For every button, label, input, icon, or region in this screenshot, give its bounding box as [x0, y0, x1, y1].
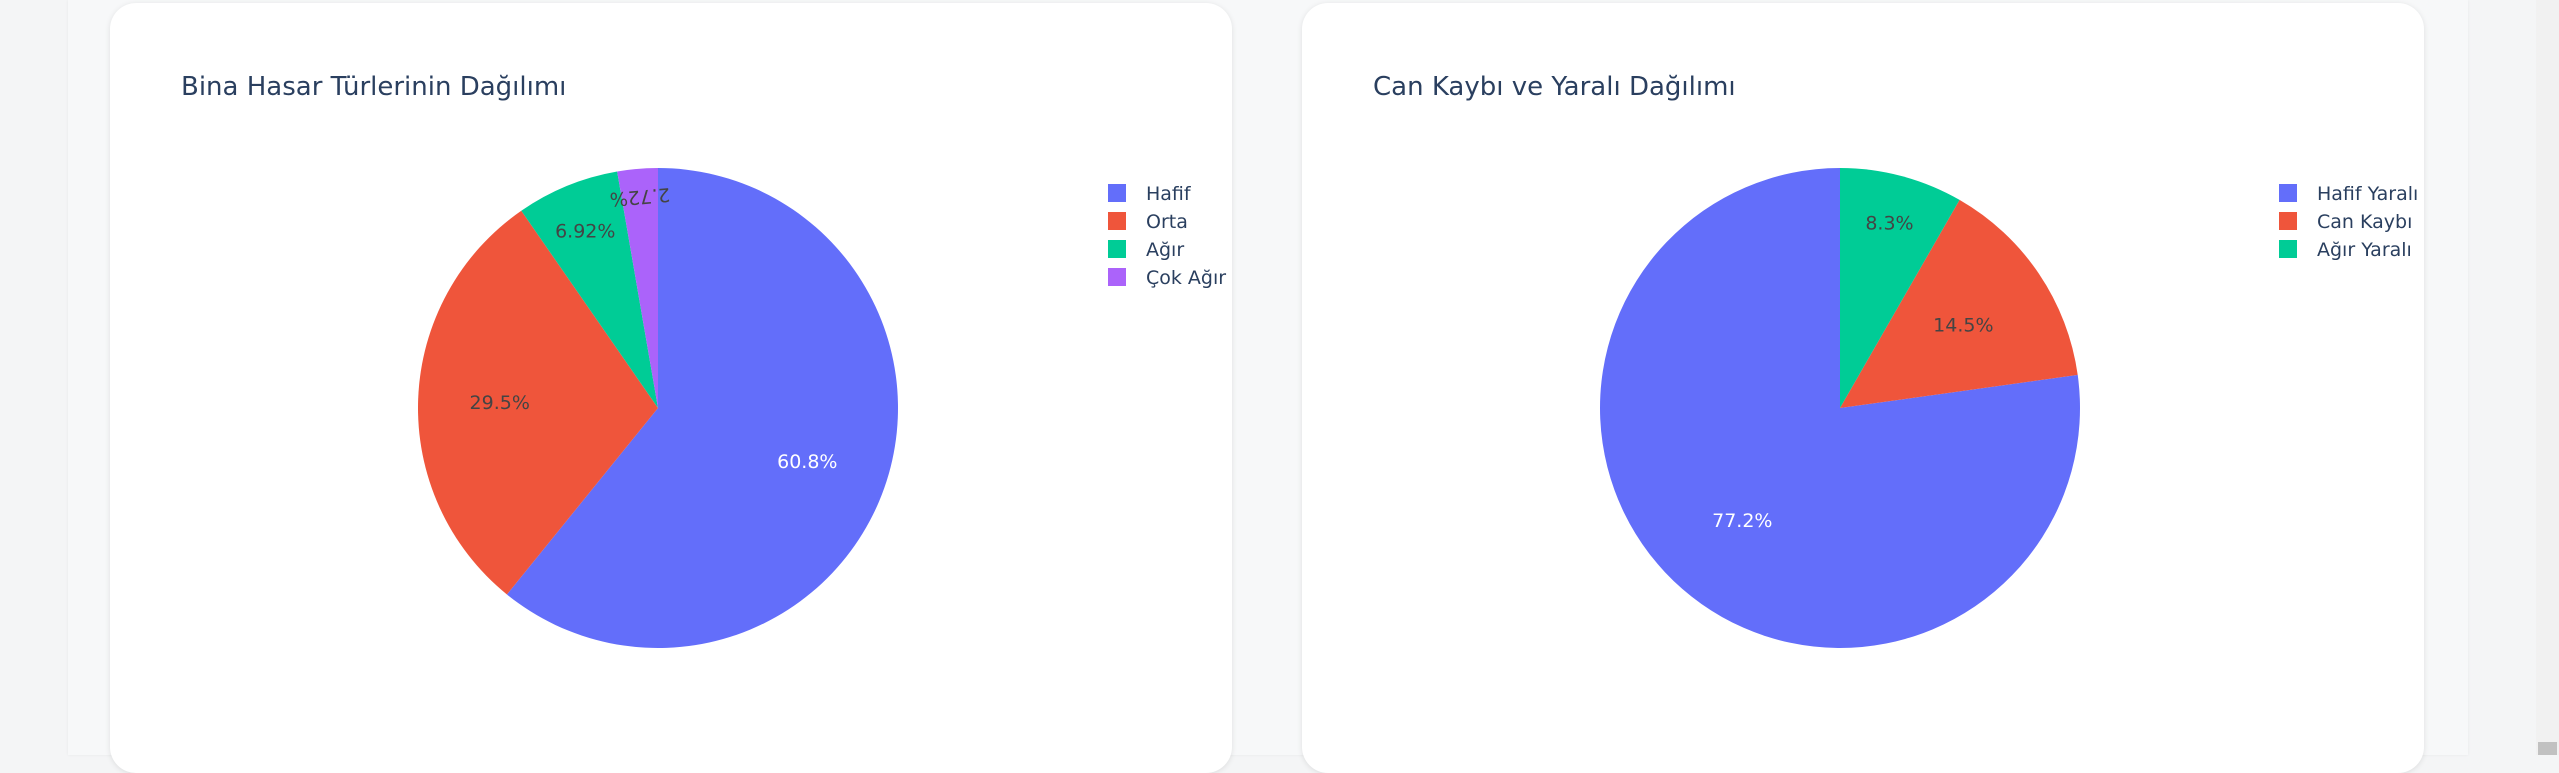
legend-swatch: [1108, 240, 1126, 258]
legend-swatch: [2279, 212, 2297, 230]
casualties-pie-chart: Can Kaybı ve Yaralı Dağılımı 77.2% 14.5% 8…: [1373, 72, 2418, 648]
pie-value-label: 77.2%: [1712, 510, 1772, 532]
chart-title: Bina Hasar Türlerinin Dağılımı: [181, 72, 566, 102]
chart-card-building-damage: Bina Hasar Türlerinin Dağılımı 60.8% 29.5…: [110, 3, 1232, 773]
pie-value-label: 2.72%: [609, 183, 671, 210]
legend-swatch: [2279, 184, 2297, 202]
chart-legend: Hafif Yaralı Can Kaybı Ağır Yaralı: [2279, 183, 2418, 261]
legend-swatch: [1108, 268, 1126, 286]
legend-swatch: [1108, 184, 1126, 202]
pie-labels: 60.8% 29.5% 6.92% 2.72%: [470, 183, 838, 473]
pie-slice-agir-yarali[interactable]: [1840, 168, 1960, 408]
pie-slice-hafif[interactable]: [506, 168, 898, 648]
legend-label: Ağır Yaralı: [2317, 239, 2412, 261]
legend-label: Hafif Yaralı: [2317, 183, 2418, 205]
legend-label: Çok Ağır: [1146, 267, 1226, 289]
pie-value-label: 14.5%: [1933, 315, 1993, 337]
pie-slices: [417, 168, 898, 648]
legend-label: Can Kaybı: [2317, 211, 2412, 233]
legend-label: Hafif: [1146, 183, 1192, 205]
legend-swatch: [2279, 240, 2297, 258]
legend-item-agir-yarali[interactable]: Ağır Yaralı: [2279, 239, 2412, 261]
legend-item-orta[interactable]: Orta: [1108, 211, 1188, 233]
legend-swatch: [1108, 212, 1126, 230]
legend-item-agir[interactable]: Ağır: [1108, 239, 1184, 261]
pie-slice-agir[interactable]: [521, 171, 658, 408]
pie-slice-cok-agir[interactable]: [617, 168, 658, 408]
chart-title: Can Kaybı ve Yaralı Dağılımı: [1373, 72, 1736, 102]
pie-slices: [1600, 168, 2080, 648]
legend-item-can-kaybi[interactable]: Can Kaybı: [2279, 211, 2412, 233]
chart-card-casualties: Can Kaybı ve Yaralı Dağılımı 77.2% 14.5% 8…: [1302, 3, 2424, 773]
pie-value-label: 6.92%: [555, 220, 615, 242]
legend-label: Ağır: [1146, 239, 1184, 261]
chart-legend: Hafif Orta Ağır Çok Ağır: [1108, 183, 1226, 289]
legend-item-cok-agir[interactable]: Çok Ağır: [1108, 267, 1226, 289]
pie-slice-can-kaybi[interactable]: [1840, 199, 2078, 408]
page-scrollbar-thumb[interactable]: [2538, 742, 2557, 755]
legend-item-hafif[interactable]: Hafif: [1108, 183, 1192, 205]
pie-value-label: 29.5%: [470, 392, 530, 414]
pie-labels: 77.2% 14.5% 8.3%: [1712, 212, 1993, 532]
legend-item-hafif-yarali[interactable]: Hafif Yaralı: [2279, 183, 2418, 205]
page-scrollbar[interactable]: [2536, 0, 2559, 755]
building-damage-pie-chart: Bina Hasar Türlerinin Dağılımı 60.8% 29.5…: [181, 72, 1226, 648]
pie-slice-orta[interactable]: [417, 210, 658, 595]
pie-value-label: 8.3%: [1865, 212, 1913, 234]
legend-label: Orta: [1146, 211, 1188, 233]
pie-value-label: 60.8%: [777, 451, 837, 473]
